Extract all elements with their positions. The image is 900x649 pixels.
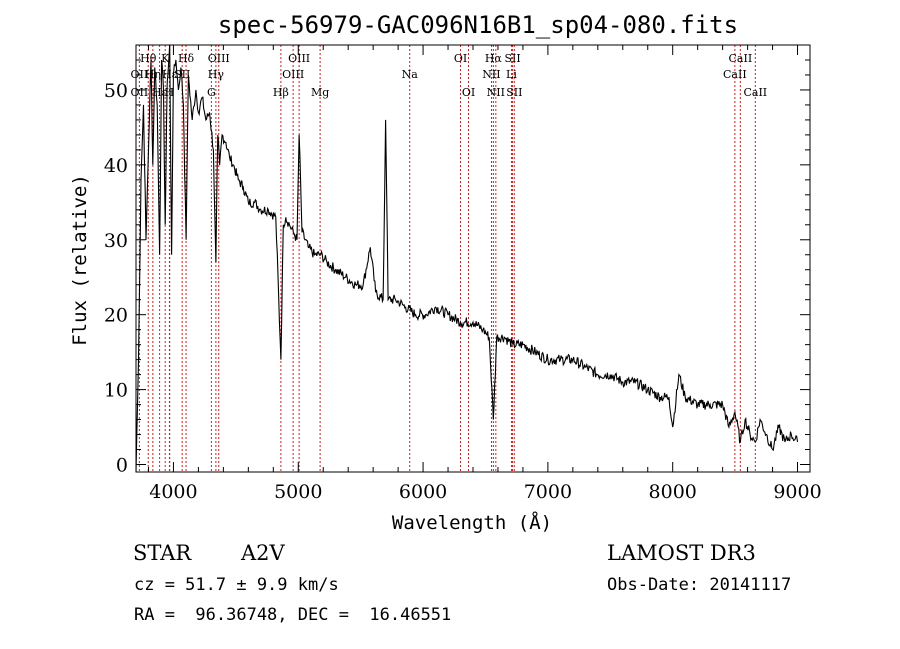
coordinates: RA = 96.36748, DEC = 16.46551 bbox=[134, 605, 451, 625]
x-tick-label-5: 9000 bbox=[773, 481, 821, 503]
line-label-28: CaII bbox=[743, 86, 767, 99]
line-label-11: Hγ bbox=[208, 68, 225, 81]
axis-ticks: 4000 5000 6000 7000 8000 9000 0 10 20 30 40 50 bbox=[104, 45, 822, 503]
line-label-19: OI bbox=[462, 86, 475, 99]
line-label-20: Hα bbox=[485, 52, 503, 65]
line-label-22: NII bbox=[487, 86, 505, 99]
line-label-12: G bbox=[207, 86, 216, 99]
line-label-9: Hδ bbox=[178, 52, 195, 65]
x-tick-label-2: 6000 bbox=[399, 481, 447, 503]
spectrum-line bbox=[135, 44, 799, 473]
line-label-0: Hθ bbox=[140, 52, 157, 65]
x-tick-label-3: 7000 bbox=[524, 481, 572, 503]
spectral-line-markers bbox=[138, 45, 756, 472]
line-label-5: K bbox=[161, 52, 170, 65]
line-label-27: CaII bbox=[723, 68, 747, 81]
object-class: STAR bbox=[133, 541, 192, 565]
line-label-7: H bbox=[165, 86, 175, 99]
y-axis-label: Flux (relative) bbox=[69, 174, 91, 346]
line-label-18: OI bbox=[454, 52, 467, 65]
y-tick-label-2: 20 bbox=[104, 305, 128, 327]
x-axis-label: Wavelength (Å) bbox=[392, 511, 552, 534]
line-label-14: OIII bbox=[288, 52, 310, 65]
chart-title: spec-56979-GAC096N16B1_sp04-080.fits bbox=[218, 11, 738, 39]
line-label-2: OII bbox=[131, 86, 149, 99]
line-label-13: Hβ bbox=[273, 86, 289, 99]
line-label-26: CaII bbox=[729, 52, 753, 65]
plot-frame bbox=[135, 44, 811, 473]
line-label-23: SII bbox=[504, 52, 520, 65]
x-tick-label-1: 5000 bbox=[274, 481, 322, 503]
line-label-24: Li bbox=[506, 68, 517, 81]
y-tick-label-0: 0 bbox=[116, 455, 128, 477]
line-label-16: Mg bbox=[311, 86, 329, 99]
redshift-cz: cz = 51.7 ± 9.9 km/s bbox=[134, 575, 339, 595]
line-label-17: Na bbox=[402, 68, 419, 81]
line-label-25: SII bbox=[506, 86, 522, 99]
x-tick-label-0: 4000 bbox=[149, 481, 197, 503]
obs-date: Obs-Date: 20141117 bbox=[607, 575, 791, 595]
y-tick-label-5: 50 bbox=[104, 80, 128, 102]
object-subclass: A2V bbox=[240, 541, 286, 565]
line-label-3: Hη bbox=[145, 68, 161, 81]
x-tick-label-4: 8000 bbox=[649, 481, 697, 503]
line-label-15: OIII bbox=[282, 68, 304, 81]
survey-name: LAMOST DR3 bbox=[607, 541, 756, 565]
y-tick-label-1: 10 bbox=[104, 380, 128, 402]
line-label-10: OIII bbox=[208, 52, 230, 65]
line-label-21: NII bbox=[482, 68, 500, 81]
y-tick-label-3: 30 bbox=[104, 230, 128, 252]
line-label-8: SII bbox=[174, 68, 190, 81]
y-tick-label-4: 40 bbox=[104, 155, 128, 177]
